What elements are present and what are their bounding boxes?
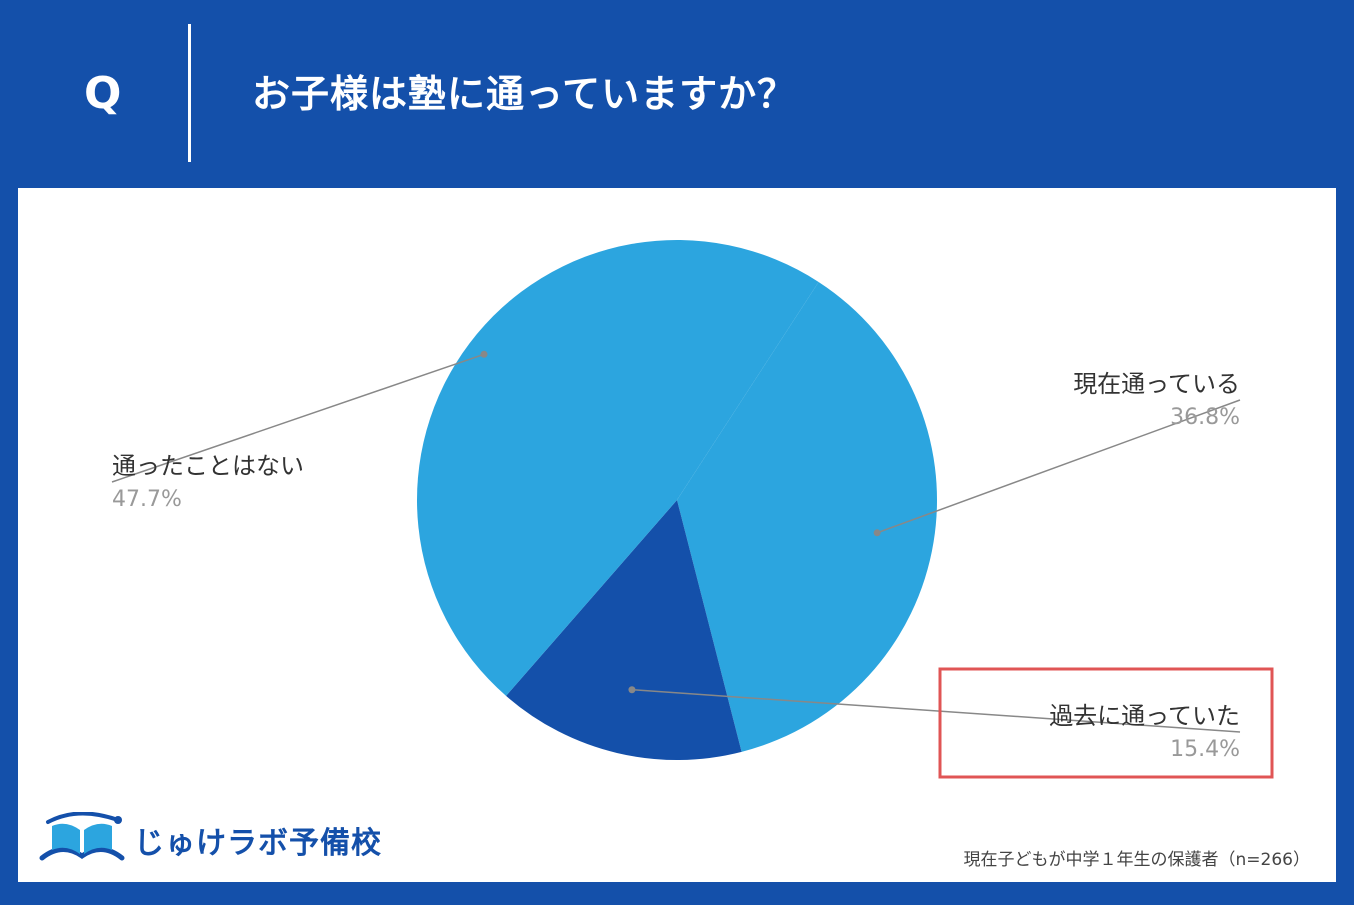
callout-line	[111, 353, 485, 483]
pie-slice	[677, 281, 937, 752]
logo: じゅけラボ予備校	[38, 812, 382, 868]
highlight-box	[938, 667, 1274, 779]
header-divider	[188, 24, 191, 162]
pie-callouts: 現在通っている 36.8% 過去に通っていた 15.4% 通ったことはない 47.7%	[111, 350, 1241, 762]
pie-slices	[417, 240, 937, 760]
slice-label: 通ったことはない	[112, 452, 304, 480]
pie-slice	[417, 240, 819, 696]
callout-line	[876, 399, 1241, 534]
slice-value: 36.8%	[1170, 405, 1240, 430]
slice-label: 過去に通っていた	[1049, 702, 1240, 730]
question-title: お子様は塾に通っていますか？	[252, 72, 797, 116]
logo-text: じゅけラボ予備校	[134, 826, 382, 861]
callout-line	[631, 688, 1241, 733]
header: Q お子様は塾に通っていますか？	[0, 0, 1354, 188]
slice-value: 47.7%	[112, 487, 182, 512]
slice-value: 15.4%	[1170, 737, 1240, 762]
pie-slice	[506, 500, 742, 760]
slice-label: 現在通っている	[1073, 370, 1240, 398]
open-book-icon	[39, 812, 125, 861]
footnote: 現在子どもが中学１年生の保護者（n=266）	[963, 850, 1310, 870]
q-mark: Q	[84, 68, 122, 119]
